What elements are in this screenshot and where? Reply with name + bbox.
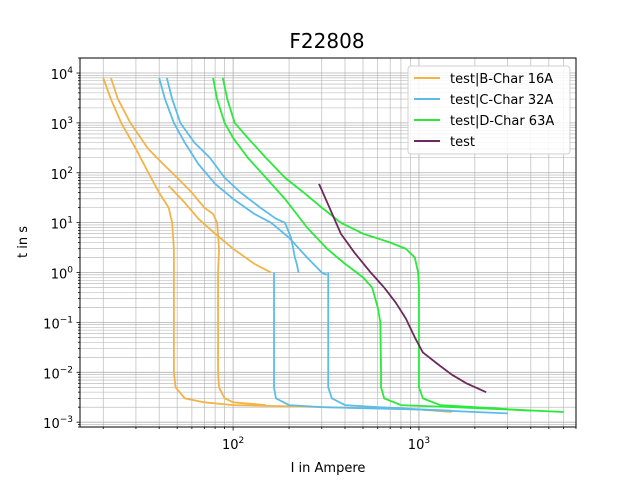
legend: test|B-Char 16A test|C-Char 32A test|D-Cha…	[407, 65, 571, 155]
series-4	[318, 183, 487, 393]
x-tick-label: 102	[222, 436, 244, 453]
y-tick-label: 10−2	[43, 365, 73, 382]
y-tick-label: 104	[51, 66, 74, 83]
y-tick-label: 10−1	[43, 315, 73, 332]
x-axis-label: I in Ampere	[291, 461, 366, 476]
y-tick-label: 100	[51, 266, 74, 283]
x-tick-label: 103	[408, 436, 430, 453]
legend-label: test|C-Char 32A	[450, 93, 553, 108]
series-line	[212, 77, 564, 413]
series-line	[327, 272, 452, 412]
series-line	[318, 183, 487, 393]
series-3	[212, 77, 564, 413]
chart-title: F22808	[289, 29, 364, 53]
legend-label: test|B-Char 16A	[450, 72, 553, 87]
legend-label: test|D-Char 63A	[450, 114, 554, 129]
legend-frame	[407, 65, 571, 155]
y-axis-label: t in s	[16, 226, 31, 258]
series-line	[221, 77, 531, 412]
y-tick-label: 10−3	[43, 415, 73, 432]
series-layer	[102, 77, 564, 415]
y-tick-label: 102	[51, 166, 73, 183]
y-tick-label: 103	[51, 116, 73, 133]
series-line	[165, 77, 300, 273]
y-tick-label: 101	[51, 216, 73, 233]
series-line	[168, 185, 272, 274]
series-line	[158, 77, 328, 276]
legend-label: test	[450, 135, 475, 150]
series-line	[110, 77, 266, 406]
axis-ticks: 102 103 104 103 102 101 100 10−1 10−2 10−3	[43, 57, 577, 453]
series-2	[158, 77, 508, 415]
